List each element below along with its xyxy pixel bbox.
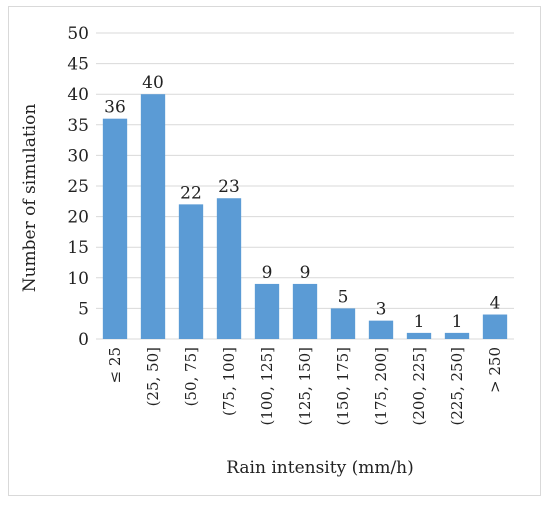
x-tick-label: (125, 150]: [296, 347, 314, 426]
bar: [216, 198, 242, 339]
y-tick-label: 15: [67, 238, 89, 258]
y-tick-label: 5: [78, 299, 89, 319]
bar: [330, 308, 356, 339]
y-tick-label: 10: [67, 269, 89, 289]
bar: [482, 314, 508, 339]
data-label: 23: [218, 177, 240, 197]
bar: [178, 204, 204, 339]
y-tick-label: 40: [67, 85, 89, 105]
bar: [102, 118, 128, 340]
x-tick-label: (75, 100]: [220, 347, 238, 416]
x-tick-label: (225, 250]: [448, 347, 466, 426]
data-label: 4: [490, 294, 501, 314]
x-tick-label: ≤ 25: [106, 347, 124, 383]
data-label: 9: [300, 263, 311, 283]
bar: [254, 283, 280, 339]
y-axis-title: Number of simulation: [20, 104, 40, 293]
data-label: 3: [376, 300, 387, 320]
y-tick-label: 25: [67, 177, 89, 197]
data-label: 22: [180, 183, 202, 203]
x-tick-label: (25, 50]: [144, 347, 162, 406]
data-label: 1: [414, 312, 425, 332]
bar: [406, 332, 432, 339]
data-label: 5: [338, 287, 349, 307]
y-tick-label: 35: [67, 116, 89, 136]
y-tick-label: 30: [67, 146, 89, 166]
x-tick-label: (100, 125]: [258, 347, 276, 426]
chart-frame: 0 5 10 15 20 25 30 35 40 45 50 ≤ 25 (25, 50] (50, 75…: [8, 6, 541, 496]
x-axis-title: Rain intensity (mm/h): [226, 458, 414, 478]
x-tick-label: (50, 75]: [182, 347, 200, 406]
data-label: 36: [104, 98, 126, 118]
bar: [292, 283, 318, 339]
x-tick-label: > 250: [486, 347, 504, 393]
data-label: 1: [452, 312, 463, 332]
y-tick-label: 50: [67, 24, 89, 44]
bar: [368, 320, 394, 339]
y-tick-label: 20: [67, 208, 89, 228]
data-label: 40: [142, 73, 164, 93]
bar: [140, 94, 166, 339]
y-tick-label: 0: [78, 330, 89, 350]
bar: [444, 332, 470, 339]
x-tick-label: (175, 200]: [372, 347, 390, 426]
data-label: 9: [262, 263, 273, 283]
y-tick-label: 45: [67, 55, 89, 75]
x-tick-label: (150, 175]: [334, 347, 352, 426]
x-tick-label: (200, 225]: [410, 347, 428, 426]
